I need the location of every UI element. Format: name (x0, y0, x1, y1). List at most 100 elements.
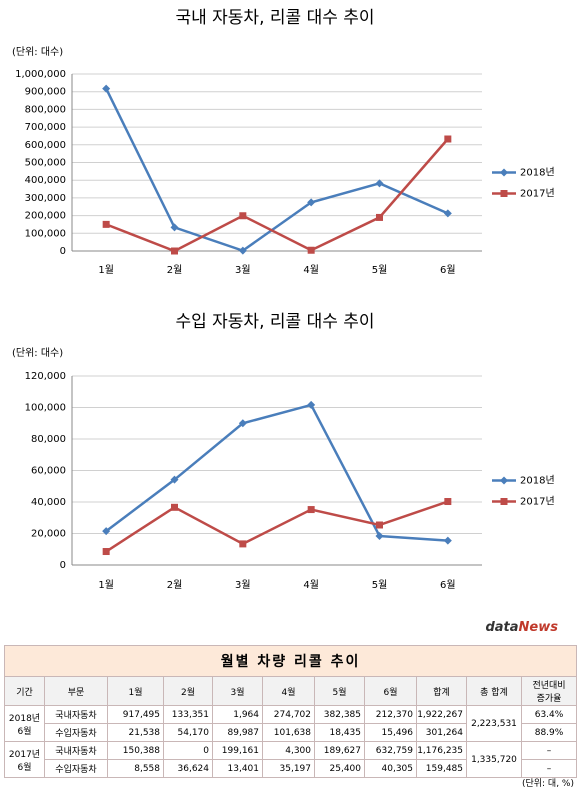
table-cell: 89,987 (212, 723, 263, 742)
marker (443, 209, 452, 218)
marker (375, 179, 384, 188)
table-cell: 40,305 (364, 759, 417, 778)
y-tick-label: 300,000 (25, 193, 66, 204)
x-tick-label: 4월 (303, 579, 319, 591)
chart-title: 수입 자동차, 리콜 대수 추이 (175, 312, 374, 332)
table-cell: – (520, 759, 578, 778)
y-tick-label: 400,000 (25, 175, 66, 186)
table-cell: 917,495 (107, 705, 164, 724)
marker (444, 135, 452, 143)
table-cell: 2,223,531 (466, 705, 522, 742)
table-cell: 2017년 6월 (4, 741, 45, 778)
table-cell: 15,496 (364, 723, 417, 742)
table-cell: 101,638 (262, 723, 315, 742)
recall-table: 월별 차량 리콜 추이 기간 부문 1월 2월 3월 4월 5월 6월 합계 총 합계 전년대비 증가… (3, 645, 578, 778)
table-cell: – (520, 741, 578, 760)
y-tick-label: 100,000 (25, 228, 66, 239)
table-cell: 21,538 (107, 723, 164, 742)
chart-title: 국내 자동차, 리콜 대수 추이 (175, 8, 374, 28)
marker (444, 498, 452, 506)
table-cell: 4,300 (262, 741, 315, 760)
table-cell: 133,351 (163, 705, 213, 724)
marker (170, 475, 179, 484)
table-cell: 274,702 (262, 705, 315, 724)
legend-label: 2018년 (520, 167, 555, 179)
table-cell: 1,964 (212, 705, 263, 724)
y-tick-label: 900,000 (25, 87, 66, 98)
table-unit: (단위: 대, %) (521, 779, 574, 789)
marker (102, 220, 110, 228)
y-tick-label: 0 (60, 560, 66, 571)
table-cell: 382,385 (314, 705, 365, 724)
table-cell: 기간 (4, 676, 45, 706)
table-cell: 199,161 (212, 741, 263, 760)
table-row: 기간 부문 1월 2월 3월 4월 5월 6월 합계 총 합계 전년대비 증가율 (4, 676, 578, 706)
charts: 국내 자동차, 리콜 대수 추이 (단위: 대수) 0 100,000 200,000 3… (12, 8, 555, 591)
y-tick-label: 700,000 (25, 122, 66, 133)
table-cell: 합계 (416, 676, 467, 706)
table-cell: 88.9% (520, 723, 578, 742)
marker (239, 212, 247, 220)
y-tick-label: 60,000 (31, 466, 66, 477)
table-cell: 150,388 (107, 741, 164, 760)
y-tick-label: 20,000 (31, 529, 66, 540)
table-cell: 25,400 (314, 759, 365, 778)
table-cell: 3월 (212, 676, 263, 706)
marker (307, 246, 315, 254)
table-cell: 5월 (314, 676, 365, 706)
table-cell: 18,435 (314, 723, 365, 742)
table-cell: 4월 (262, 676, 315, 706)
marker (102, 84, 111, 93)
table-cell: 35,197 (262, 759, 315, 778)
table-cell: 1,176,235 (416, 741, 467, 760)
series-line (105, 88, 449, 253)
table-row: 2018년 6월 국내자동차 917,495 133,351 1,964 274,702 3… (4, 705, 578, 742)
series-line (105, 403, 448, 542)
table-cell: 301,264 (416, 723, 467, 742)
x-tick-label: 1월 (98, 579, 114, 591)
marker (443, 536, 452, 545)
table-cell: 0 (163, 741, 213, 760)
table-cell: 전년대비 증가율 (520, 676, 578, 706)
x-tick-label: 6월 (440, 264, 456, 276)
x-tick-label: 1월 (98, 264, 114, 276)
table-cell: 수입자동차 (44, 723, 108, 742)
table-cell: 63.4% (520, 705, 578, 724)
x-tick-label: 2월 (167, 264, 183, 276)
table-cell: 212,370 (364, 705, 417, 724)
x-tick-label: 2월 (167, 579, 183, 591)
y-tick-label: 80,000 (31, 434, 66, 445)
marker (102, 527, 111, 536)
logo-b: News (518, 620, 558, 635)
marker (238, 419, 247, 428)
table-cell: 2월 (163, 676, 213, 706)
table-cell: 189,627 (314, 741, 365, 760)
series-line (105, 138, 449, 253)
table-cell: 2018년 6월 (4, 705, 45, 742)
table-cell: 1,335,720 (466, 741, 522, 778)
y-tick-label: 500,000 (25, 158, 66, 169)
x-tick-label: 5월 (372, 579, 388, 591)
unit-label: (단위: 대수) (12, 346, 63, 359)
table-cell: 13,401 (212, 759, 263, 778)
marker (376, 213, 383, 221)
marker (375, 531, 384, 540)
table-row: 수입자동차 21,538 54,170 89,987 101,638 18,435 15,4… (5, 723, 578, 742)
x-tick-label: 6월 (440, 579, 456, 591)
table-cell: 8,558 (107, 759, 164, 778)
table-cell: 36,624 (163, 759, 213, 778)
marker (238, 246, 247, 255)
y-tick-label: 800,000 (25, 104, 66, 115)
marker (307, 198, 316, 207)
y-tick-label: 600,000 (25, 140, 66, 151)
y-tick-label: 200,000 (25, 211, 66, 222)
marker (500, 168, 508, 177)
y-tick-label: 120,000 (25, 371, 66, 382)
table-cell: 부문 (44, 676, 108, 706)
marker (171, 247, 178, 255)
y-tick-label: 100,000 (25, 403, 66, 414)
marker (102, 548, 110, 556)
marker (500, 190, 508, 197)
marker (171, 503, 178, 511)
table-cell: 수입자동차 (44, 759, 108, 778)
